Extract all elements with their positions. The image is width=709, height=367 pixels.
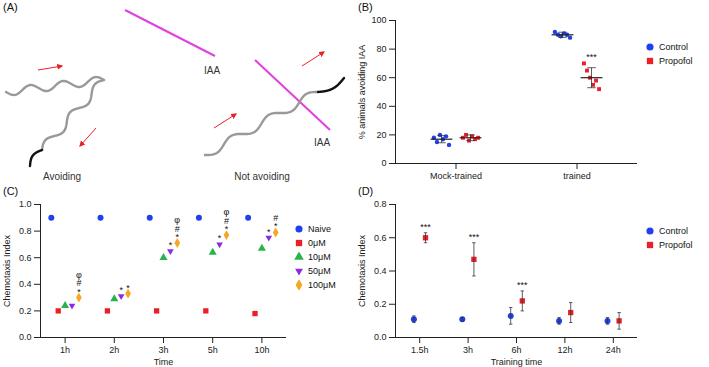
svg-text:***: *** xyxy=(469,232,480,242)
html-text:Naive: Naive xyxy=(308,224,331,234)
svg-text:0.6: 0.6 xyxy=(19,253,32,263)
html-text:(B): (B) xyxy=(358,1,373,13)
svg-text:5h: 5h xyxy=(208,345,218,355)
svg-text:80: 80 xyxy=(376,44,386,54)
svg-text:0.2: 0.2 xyxy=(19,306,32,316)
svg-text:0.4: 0.4 xyxy=(19,279,32,289)
svg-text:% animals avoiding IAA: % animals avoiding IAA xyxy=(357,45,367,140)
svg-text:0.8: 0.8 xyxy=(374,199,387,209)
svg-text:***: *** xyxy=(420,222,431,232)
svg-text:***: *** xyxy=(586,52,597,62)
svg-text:Avoiding: Avoiding xyxy=(43,171,81,182)
svg-text:0: 0 xyxy=(381,158,386,168)
html-text:(A): (A) xyxy=(3,1,18,13)
html-text:Control: Control xyxy=(659,42,688,52)
svg-text:20: 20 xyxy=(376,130,386,140)
svg-text:*: * xyxy=(267,227,271,237)
svg-text:Not avoiding: Not avoiding xyxy=(234,171,290,182)
svg-text:6h: 6h xyxy=(511,345,521,355)
svg-text:trained: trained xyxy=(563,171,591,181)
svg-text:***: *** xyxy=(517,280,528,290)
svg-text:*: * xyxy=(119,285,123,295)
svg-text:Chemotaxis Index: Chemotaxis Index xyxy=(2,234,12,307)
svg-text:0.0: 0.0 xyxy=(19,332,32,342)
svg-text:Mock-trained: Mock-trained xyxy=(430,171,482,181)
svg-text:0.8: 0.8 xyxy=(19,226,32,236)
html-text:Control: Control xyxy=(659,226,688,236)
html-text:(D): (D) xyxy=(358,185,374,197)
html-text:100μM: 100μM xyxy=(308,280,336,290)
svg-text:φ#*: φ#* xyxy=(76,270,82,297)
svg-text:1h: 1h xyxy=(60,345,70,355)
html-text:Propofol: Propofol xyxy=(659,56,693,66)
svg-text:φ#*: φ#* xyxy=(224,207,230,234)
svg-text:#*: #* xyxy=(273,213,278,232)
html-text:(C): (C) xyxy=(3,185,19,197)
svg-text:0.6: 0.6 xyxy=(374,233,387,243)
svg-text:60: 60 xyxy=(376,73,386,83)
svg-text:3h: 3h xyxy=(158,345,168,355)
svg-text:3h: 3h xyxy=(463,345,473,355)
svg-text:IAA: IAA xyxy=(204,65,220,76)
svg-text:Training time: Training time xyxy=(491,357,543,367)
svg-text:Chemotaxis Index: Chemotaxis Index xyxy=(357,234,367,307)
svg-text:40: 40 xyxy=(376,101,386,111)
svg-text:φ#*: φ#* xyxy=(174,215,180,242)
svg-text:0.2: 0.2 xyxy=(374,299,387,309)
svg-text:IAA: IAA xyxy=(314,137,330,148)
html-text:0μM: 0μM xyxy=(308,238,326,248)
svg-text:1.5h: 1.5h xyxy=(411,345,429,355)
svg-text:0.4: 0.4 xyxy=(374,266,387,276)
svg-text:10h: 10h xyxy=(254,345,269,355)
svg-text:100: 100 xyxy=(371,15,386,25)
svg-text:Time: Time xyxy=(154,357,174,367)
svg-text:0.0: 0.0 xyxy=(374,332,387,342)
svg-text:1.0: 1.0 xyxy=(19,199,32,209)
svg-text:*: * xyxy=(169,240,173,250)
svg-text:12h: 12h xyxy=(557,345,572,355)
svg-text:*: * xyxy=(126,283,130,293)
svg-text:2h: 2h xyxy=(109,345,119,355)
html-text:10μM: 10μM xyxy=(308,252,331,262)
html-text:Propofol: Propofol xyxy=(659,240,693,250)
html-text:50μM: 50μM xyxy=(308,266,331,276)
svg-text:24h: 24h xyxy=(606,345,621,355)
svg-text:*: * xyxy=(218,233,222,243)
